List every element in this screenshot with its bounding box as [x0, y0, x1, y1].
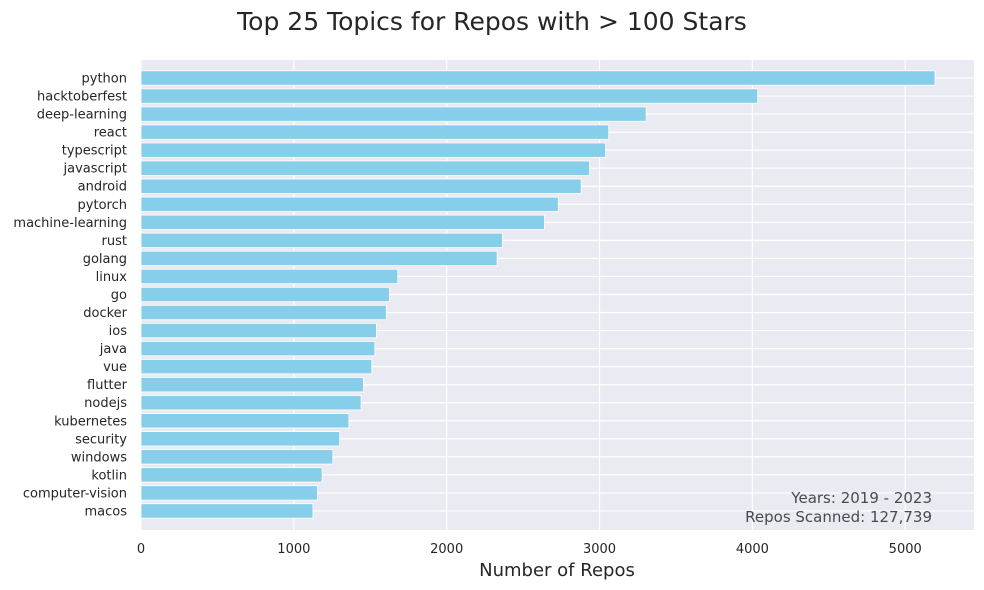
- bar-android: [140, 178, 582, 194]
- bars: [140, 70, 936, 519]
- bar-typescript: [140, 142, 607, 158]
- y-tick-label: typescript: [62, 144, 127, 159]
- bar-flutter: [140, 377, 364, 393]
- bar-hacktoberfest: [140, 88, 759, 104]
- bar-computer-vision: [140, 485, 318, 501]
- bar-machine-learning: [140, 214, 545, 230]
- y-tick-label: go: [111, 288, 127, 303]
- x-tick-label: 1000: [277, 542, 310, 557]
- bar-docker: [140, 304, 387, 321]
- x-axis-label: Number of Repos: [479, 560, 635, 581]
- y-tick-label: kubernetes: [54, 414, 127, 429]
- bar-kubernetes: [140, 413, 350, 429]
- y-tick-label: windows: [71, 450, 127, 465]
- bar-windows: [140, 449, 334, 465]
- y-tick-label: computer-vision: [23, 486, 127, 501]
- x-tick-label: 3000: [583, 542, 616, 557]
- y-tick-label: ios: [109, 324, 128, 339]
- bar-ios: [140, 322, 377, 339]
- y-tick-labels: python hacktoberfest deep-learning react typ…: [13, 72, 127, 520]
- bar-kotlin: [140, 467, 323, 483]
- y-tick-label: python: [82, 72, 127, 87]
- annotation: Years: 2019 - 2023 Repos Scanned: 127,73…: [745, 489, 932, 526]
- bar-golang: [140, 250, 498, 266]
- bar-linux: [140, 268, 399, 285]
- bar-rust: [140, 232, 503, 248]
- y-tick-label: hacktoberfest: [37, 90, 127, 105]
- y-tick-label: kotlin: [91, 468, 127, 483]
- bar-nodejs: [140, 395, 362, 411]
- y-tick-label: java: [99, 342, 127, 357]
- y-tick-label: react: [94, 126, 127, 141]
- bar-go: [140, 286, 390, 303]
- x-tick-label: 4000: [736, 542, 769, 557]
- y-tick-label: macos: [84, 504, 127, 519]
- y-tick-label: security: [75, 432, 127, 447]
- bar-java: [140, 340, 376, 357]
- y-tick-label: linux: [96, 270, 128, 285]
- y-tick-label: rust: [102, 234, 127, 249]
- bar-python: [140, 70, 936, 86]
- y-tick-label: deep-learning: [37, 108, 127, 123]
- bar-macos: [140, 503, 314, 519]
- y-tick-label: flutter: [87, 378, 128, 393]
- y-tick-label: docker: [83, 306, 127, 321]
- chart-title: Top 25 Topics for Repos with > 100 Stars: [236, 7, 747, 36]
- bar-deep-learning: [140, 106, 647, 122]
- y-tick-label: golang: [83, 252, 127, 267]
- y-tick-label: pytorch: [78, 198, 127, 213]
- y-tick-label: vue: [103, 360, 127, 375]
- y-tick-label: nodejs: [84, 396, 127, 411]
- x-tick-labels: 0 1000 2000 3000 4000 5000: [137, 542, 922, 557]
- x-tick-label: 0: [137, 542, 145, 557]
- annotation-years: Years: 2019 - 2023: [790, 489, 932, 507]
- annotation-repos-scanned: Repos Scanned: 127,739: [745, 508, 932, 526]
- x-tick-label: 5000: [889, 542, 922, 557]
- y-tick-label: machine-learning: [13, 216, 127, 231]
- bar-security: [140, 431, 341, 447]
- bar-javascript: [140, 160, 590, 176]
- x-tick-label: 2000: [430, 542, 463, 557]
- y-tick-label: android: [78, 180, 127, 195]
- bar-vue: [140, 359, 373, 375]
- bar-react: [140, 124, 610, 140]
- y-tick-label: javascript: [63, 162, 127, 177]
- bar-pytorch: [140, 196, 559, 212]
